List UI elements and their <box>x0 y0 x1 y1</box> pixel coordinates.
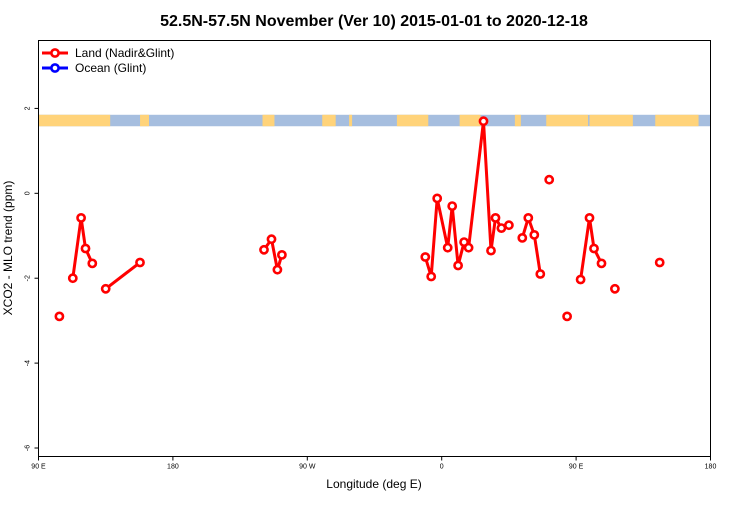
series-line <box>520 216 542 275</box>
data-point <box>610 283 620 294</box>
data-point <box>589 243 599 254</box>
land-band-segment <box>349 114 353 127</box>
x-axis-label: Longitude (deg E) <box>326 477 421 491</box>
land-band-segment <box>546 114 589 127</box>
data-point <box>54 311 65 322</box>
data-point <box>463 242 474 253</box>
x-tick-label: 90 W <box>299 464 316 471</box>
data-point <box>596 258 607 269</box>
data-point <box>529 229 540 240</box>
data-point <box>420 252 431 262</box>
land-sea-band <box>38 114 711 127</box>
plot-frame <box>38 40 711 457</box>
data-point <box>100 283 111 294</box>
land-band-segment <box>38 114 111 127</box>
legend-marker <box>50 63 60 73</box>
series-line <box>104 261 141 290</box>
legend-label: Ocean (Glint) <box>75 61 146 75</box>
land-band-segment <box>396 114 429 127</box>
y-tick-label: -6 <box>25 445 32 451</box>
legend-marker <box>50 48 60 58</box>
land-band-segment <box>589 114 633 127</box>
x-tick-label: 90 E <box>569 464 584 471</box>
y-axis: 2 0 -2 -4 -6 <box>25 106 39 451</box>
y-axis-label: XCO2 - MLO trend (ppm) <box>1 181 15 316</box>
series-line <box>579 216 603 280</box>
data-point <box>453 260 463 271</box>
ocean-band <box>38 114 711 127</box>
land-band-segment <box>514 114 521 127</box>
data-point <box>544 174 555 185</box>
land-band-segment <box>140 114 150 127</box>
data-point <box>259 244 269 255</box>
data-point <box>654 257 665 268</box>
y-tick-label: -4 <box>25 360 32 366</box>
data-point <box>523 212 534 223</box>
chart-title: 52.5N-57.5N November (Ver 10) 2015-01-01… <box>160 13 588 30</box>
data-point <box>535 269 546 279</box>
series-line <box>262 237 284 272</box>
data-point <box>442 242 453 253</box>
series-layer <box>54 116 665 322</box>
data-point <box>575 274 586 285</box>
data-point <box>447 201 458 211</box>
data-point <box>490 212 501 223</box>
data-point <box>135 257 145 268</box>
land-band-segment <box>459 114 481 127</box>
y-tick-label: 2 <box>25 106 32 110</box>
y-tick-label: -2 <box>25 275 32 281</box>
data-point <box>517 232 528 243</box>
land-band-segment <box>262 114 275 127</box>
series-line <box>71 216 94 279</box>
data-point <box>503 220 514 231</box>
x-tick-label: 180 <box>705 464 717 471</box>
x-axis: 90 E 180 90 W 0 90 E 180 <box>31 456 717 471</box>
y-tick-label: 0 <box>25 191 32 195</box>
data-point <box>266 234 277 245</box>
data-point <box>584 212 595 223</box>
legend: Land (Nadir&Glint)Ocean (Glint) <box>42 46 174 75</box>
data-point <box>562 311 572 322</box>
data-point <box>87 258 98 269</box>
data-point <box>67 273 78 284</box>
land-band-segment <box>322 114 336 127</box>
land-band-segment <box>655 114 699 127</box>
x-tick-label: 0 <box>440 464 444 471</box>
data-point <box>486 245 496 256</box>
data-point <box>276 249 287 260</box>
data-point <box>80 243 91 254</box>
data-point <box>76 212 86 223</box>
legend-label: Land (Nadir&Glint) <box>75 46 174 60</box>
data-point <box>426 271 437 282</box>
data-point <box>272 264 283 275</box>
data-point <box>496 223 507 233</box>
data-point <box>432 193 443 204</box>
x-tick-label: 180 <box>167 464 179 471</box>
data-point <box>478 116 489 127</box>
x-tick-label: 90 E <box>31 464 46 471</box>
